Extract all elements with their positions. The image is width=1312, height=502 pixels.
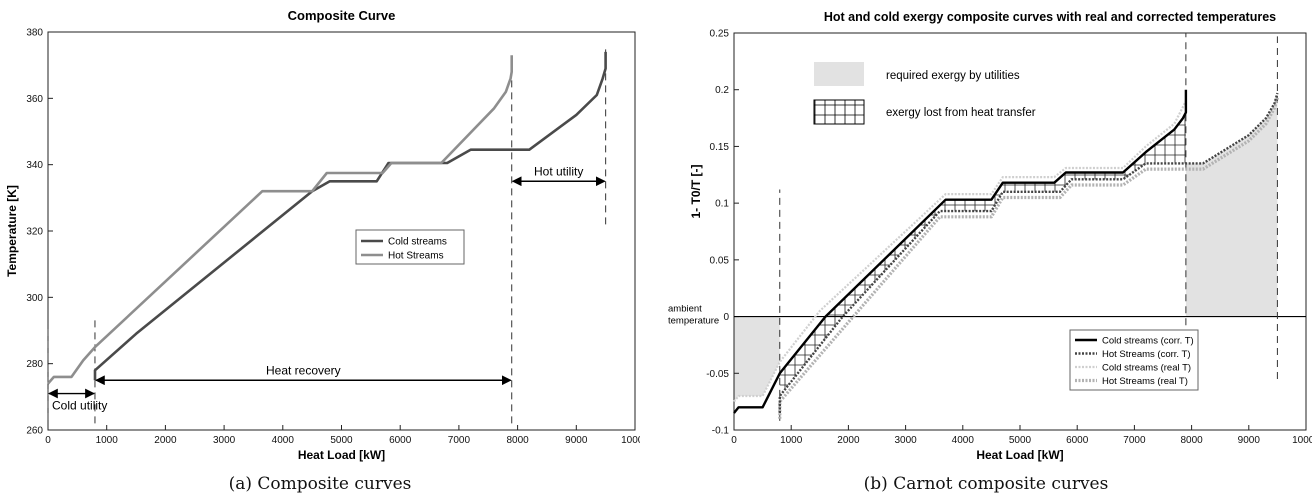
hot-utility-exergy-fill xyxy=(1185,93,1278,317)
series-line-cold-streams-corr-t xyxy=(733,89,1188,414)
legend-box xyxy=(355,229,465,265)
fill-legend-label: required exergy by utilities xyxy=(886,70,1020,82)
x-tick-label: 6000 xyxy=(1066,435,1089,446)
y-tick-label: 0.05 xyxy=(710,255,730,266)
x-tick-label: 8000 xyxy=(1180,435,1203,446)
legend-label: Cold streams xyxy=(388,237,447,248)
caption-b: (b) Carnot composite curves xyxy=(863,474,1109,494)
x-tick-label: 8000 xyxy=(506,435,529,446)
x-tick-label: 9000 xyxy=(1238,435,1261,446)
y-tick-label: 320 xyxy=(26,227,43,238)
y-tick-label: 280 xyxy=(26,359,43,370)
panel-carnot-curve: 0 1000 2000 3000 4000 5000 6000 7000 8000 9000 100… xyxy=(660,0,1312,502)
y-tick-label: 0.25 xyxy=(710,29,730,40)
x-tick-label: 1000 xyxy=(780,435,803,446)
y-tick-label: 380 xyxy=(26,28,43,39)
ambient-label-line1: ambient xyxy=(668,304,702,315)
legend-label: Hot Streams (corr. T) xyxy=(1102,349,1191,360)
y-axis-label: 1- T0/T [-] xyxy=(689,165,703,219)
fill-legend-label: exergy lost from heat transfer xyxy=(886,107,1036,119)
x-tick-label: 7000 xyxy=(448,435,471,446)
x-tick-label: 0 xyxy=(731,435,737,446)
ambient-label-line2: temperature xyxy=(668,316,719,327)
x-tick-label: 2000 xyxy=(154,435,177,446)
composite-curve-chart: 0 1000 2000 3000 4000 5000 6000 7000 8000 9000 100… xyxy=(5,8,640,462)
y-tick-label: 0.1 xyxy=(715,199,729,210)
x-tick-label: 4000 xyxy=(952,435,975,446)
x-tick-label: 4000 xyxy=(272,435,295,446)
y-tick-label: 360 xyxy=(26,94,43,105)
cold-utility-exergy-fill xyxy=(734,316,780,402)
plot-frame xyxy=(47,31,636,431)
fill-legend-swatch-gray xyxy=(814,62,864,86)
series-line-hot-streams-real-t xyxy=(778,97,1279,419)
x-tick-label: 2000 xyxy=(837,435,860,446)
x-tick-label: 6000 xyxy=(389,435,412,446)
x-tick-label: 3000 xyxy=(894,435,917,446)
y-tick-label: 300 xyxy=(26,293,43,304)
y-tick-label: 0.15 xyxy=(710,142,730,153)
x-tick-label: 5000 xyxy=(1009,435,1032,446)
chart-title: Hot and cold exergy composite curves wit… xyxy=(824,10,1276,24)
y-tick-label: 260 xyxy=(26,426,43,437)
x-axis-label: Heat Load [kW] xyxy=(976,448,1063,462)
x-tick-label: 7000 xyxy=(1123,435,1146,446)
x-tick-label: 0 xyxy=(45,435,51,446)
x-tick-label: 1000 xyxy=(96,435,119,446)
carnot-composite-chart: 0 1000 2000 3000 4000 5000 6000 7000 8000 9000 100… xyxy=(668,10,1312,462)
x-tick-label: 3000 xyxy=(213,435,236,446)
caption-a: (a) Composite curves xyxy=(228,474,412,494)
annotation-label: Cold utility xyxy=(52,399,107,413)
y-axis-label: Temperature [K] xyxy=(5,185,19,277)
panel-composite-curve: 0 1000 2000 3000 4000 5000 6000 7000 8000 9000 100… xyxy=(0,0,640,502)
fill-legend-swatch-hatch xyxy=(813,99,865,125)
legend-label: Hot Streams (real T) xyxy=(1102,376,1188,387)
y-tick-label: 340 xyxy=(26,160,43,171)
x-tick-label: 5000 xyxy=(330,435,353,446)
x-tick-label: 10000 xyxy=(621,435,640,446)
series-line-hot-streams-corr-t xyxy=(778,92,1279,413)
legend-label: Cold streams (real T) xyxy=(1102,363,1191,374)
chart-title: Composite Curve xyxy=(288,8,396,23)
x-tick-label: 9000 xyxy=(565,435,588,446)
series-line-hot-streams xyxy=(47,55,514,385)
x-tick-label: 10000 xyxy=(1292,435,1312,446)
y-tick-label: 0.2 xyxy=(715,85,729,96)
x-axis-label: Heat Load [kW] xyxy=(298,448,385,462)
annotation-label: Heat recovery xyxy=(266,363,341,377)
y-tick-label: -0.1 xyxy=(712,426,730,437)
y-tick-label: -0.05 xyxy=(706,369,729,380)
legend-label: Cold streams (corr. T) xyxy=(1102,336,1194,347)
series-line-cold-streams xyxy=(93,51,607,381)
y-tick-label: 0 xyxy=(723,312,729,323)
series-line-cold-streams-real-t xyxy=(733,100,1187,403)
legend-label: Hot Streams xyxy=(388,251,444,262)
annotation-label: Hot utility xyxy=(534,164,583,178)
